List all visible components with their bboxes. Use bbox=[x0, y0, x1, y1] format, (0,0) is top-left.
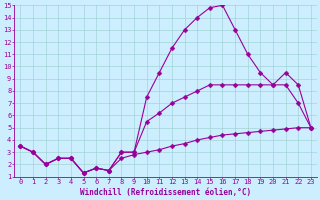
X-axis label: Windchill (Refroidissement éolien,°C): Windchill (Refroidissement éolien,°C) bbox=[80, 188, 251, 197]
